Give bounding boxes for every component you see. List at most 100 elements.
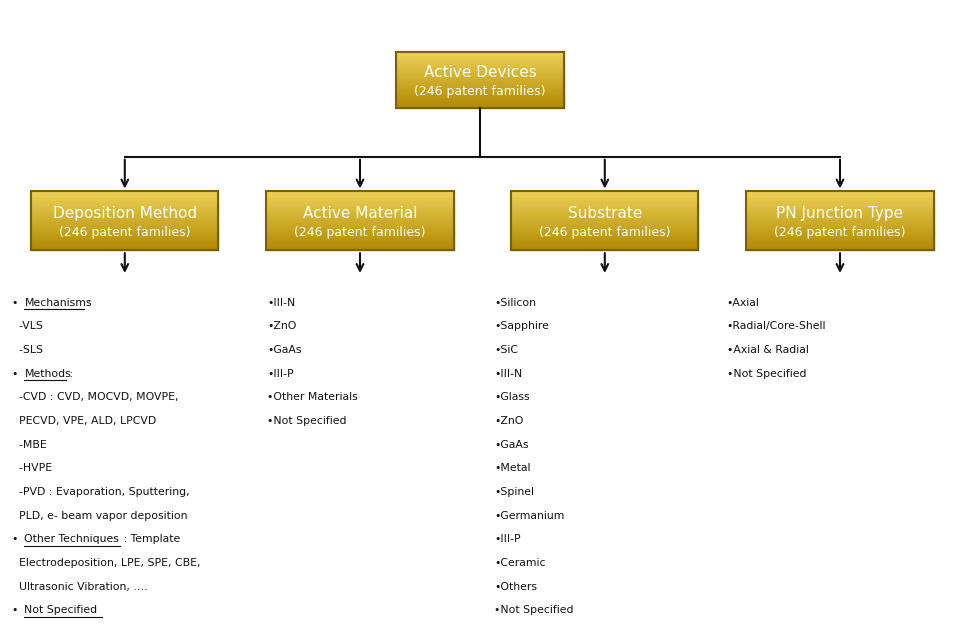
Bar [266,194,454,196]
Bar [31,248,219,250]
Text: (246 patent families): (246 patent families) [775,226,905,239]
Bar [266,225,454,227]
Bar [396,65,564,67]
Text: Not Specified: Not Specified [24,605,98,616]
Bar [31,217,219,220]
Bar [511,241,699,243]
Bar [511,226,699,228]
Bar [396,84,564,86]
Bar [511,221,699,224]
Bar [31,228,219,230]
Text: •Spinel: •Spinel [494,487,535,497]
Bar [396,88,564,90]
Text: (246 patent families): (246 patent families) [60,226,190,239]
Bar [511,248,699,250]
Bar [511,213,699,215]
Bar [747,217,933,220]
Bar [31,220,219,222]
Text: Electrodeposition, LPE, SPE, CBE,: Electrodeposition, LPE, SPE, CBE, [12,558,201,568]
Bar [266,201,454,203]
Bar [511,246,699,249]
Bar [747,236,933,239]
Bar [266,223,454,225]
Text: •Germanium: •Germanium [494,511,564,521]
Text: •SiC: •SiC [494,345,518,355]
Bar [31,210,219,212]
Bar [31,245,219,247]
Bar [396,52,564,54]
Text: (246 patent families): (246 patent families) [540,226,670,239]
Bar [266,230,454,232]
Bar [396,82,564,84]
Bar [266,213,454,215]
Bar [747,201,933,203]
Bar [31,194,219,196]
Bar [31,236,219,239]
Bar [396,99,564,101]
Bar [266,229,454,231]
Text: •Sapphire: •Sapphire [494,321,549,332]
Bar [747,205,933,207]
Bar [31,198,219,200]
Bar [31,226,219,228]
Bar [266,221,454,224]
Bar [266,244,454,246]
Bar [266,204,454,206]
Bar [747,191,933,250]
Bar [511,229,699,231]
Bar [511,234,699,236]
Bar [396,98,564,100]
Bar [511,223,699,225]
Bar [747,200,933,202]
Bar [396,51,564,53]
Bar [31,230,219,232]
Bar [396,64,564,66]
Bar [31,214,219,216]
Bar [266,219,454,221]
Bar [511,194,699,196]
Bar [747,192,933,195]
Bar [266,200,454,202]
Bar [396,81,564,83]
Bar [747,195,933,197]
Bar [266,238,454,240]
Bar [396,74,564,76]
Bar [396,96,564,99]
Bar [511,230,699,232]
Bar [747,232,933,234]
Text: •: • [12,534,22,545]
Bar [747,241,933,243]
Bar [396,52,564,108]
Bar [747,202,933,205]
Bar [396,72,564,74]
Bar [396,93,564,95]
Text: PLD, e- beam vapor deposition: PLD, e- beam vapor deposition [12,511,188,521]
Text: •Axial & Radial: •Axial & Radial [727,345,808,355]
Bar [31,191,219,250]
Bar [31,232,219,234]
Bar [511,238,699,240]
Bar [511,211,699,214]
Bar [31,205,219,207]
Text: •: • [12,369,22,379]
Text: Deposition Method: Deposition Method [53,205,197,221]
Bar [396,67,564,68]
Bar [31,207,219,209]
Text: -VLS: -VLS [12,321,43,332]
Bar [511,239,699,241]
Text: Other Techniques: Other Techniques [24,534,119,545]
Bar [511,205,699,207]
Bar [396,63,564,65]
Bar [266,217,454,220]
Bar [511,243,699,244]
Bar [31,211,219,214]
Bar [31,192,219,195]
Bar [511,228,699,230]
Text: •Axial: •Axial [727,298,759,308]
Text: Methods: Methods [24,369,71,379]
Bar [511,195,699,197]
Bar [747,213,933,215]
Bar [31,216,219,218]
Bar [266,198,454,200]
Bar [266,205,454,207]
